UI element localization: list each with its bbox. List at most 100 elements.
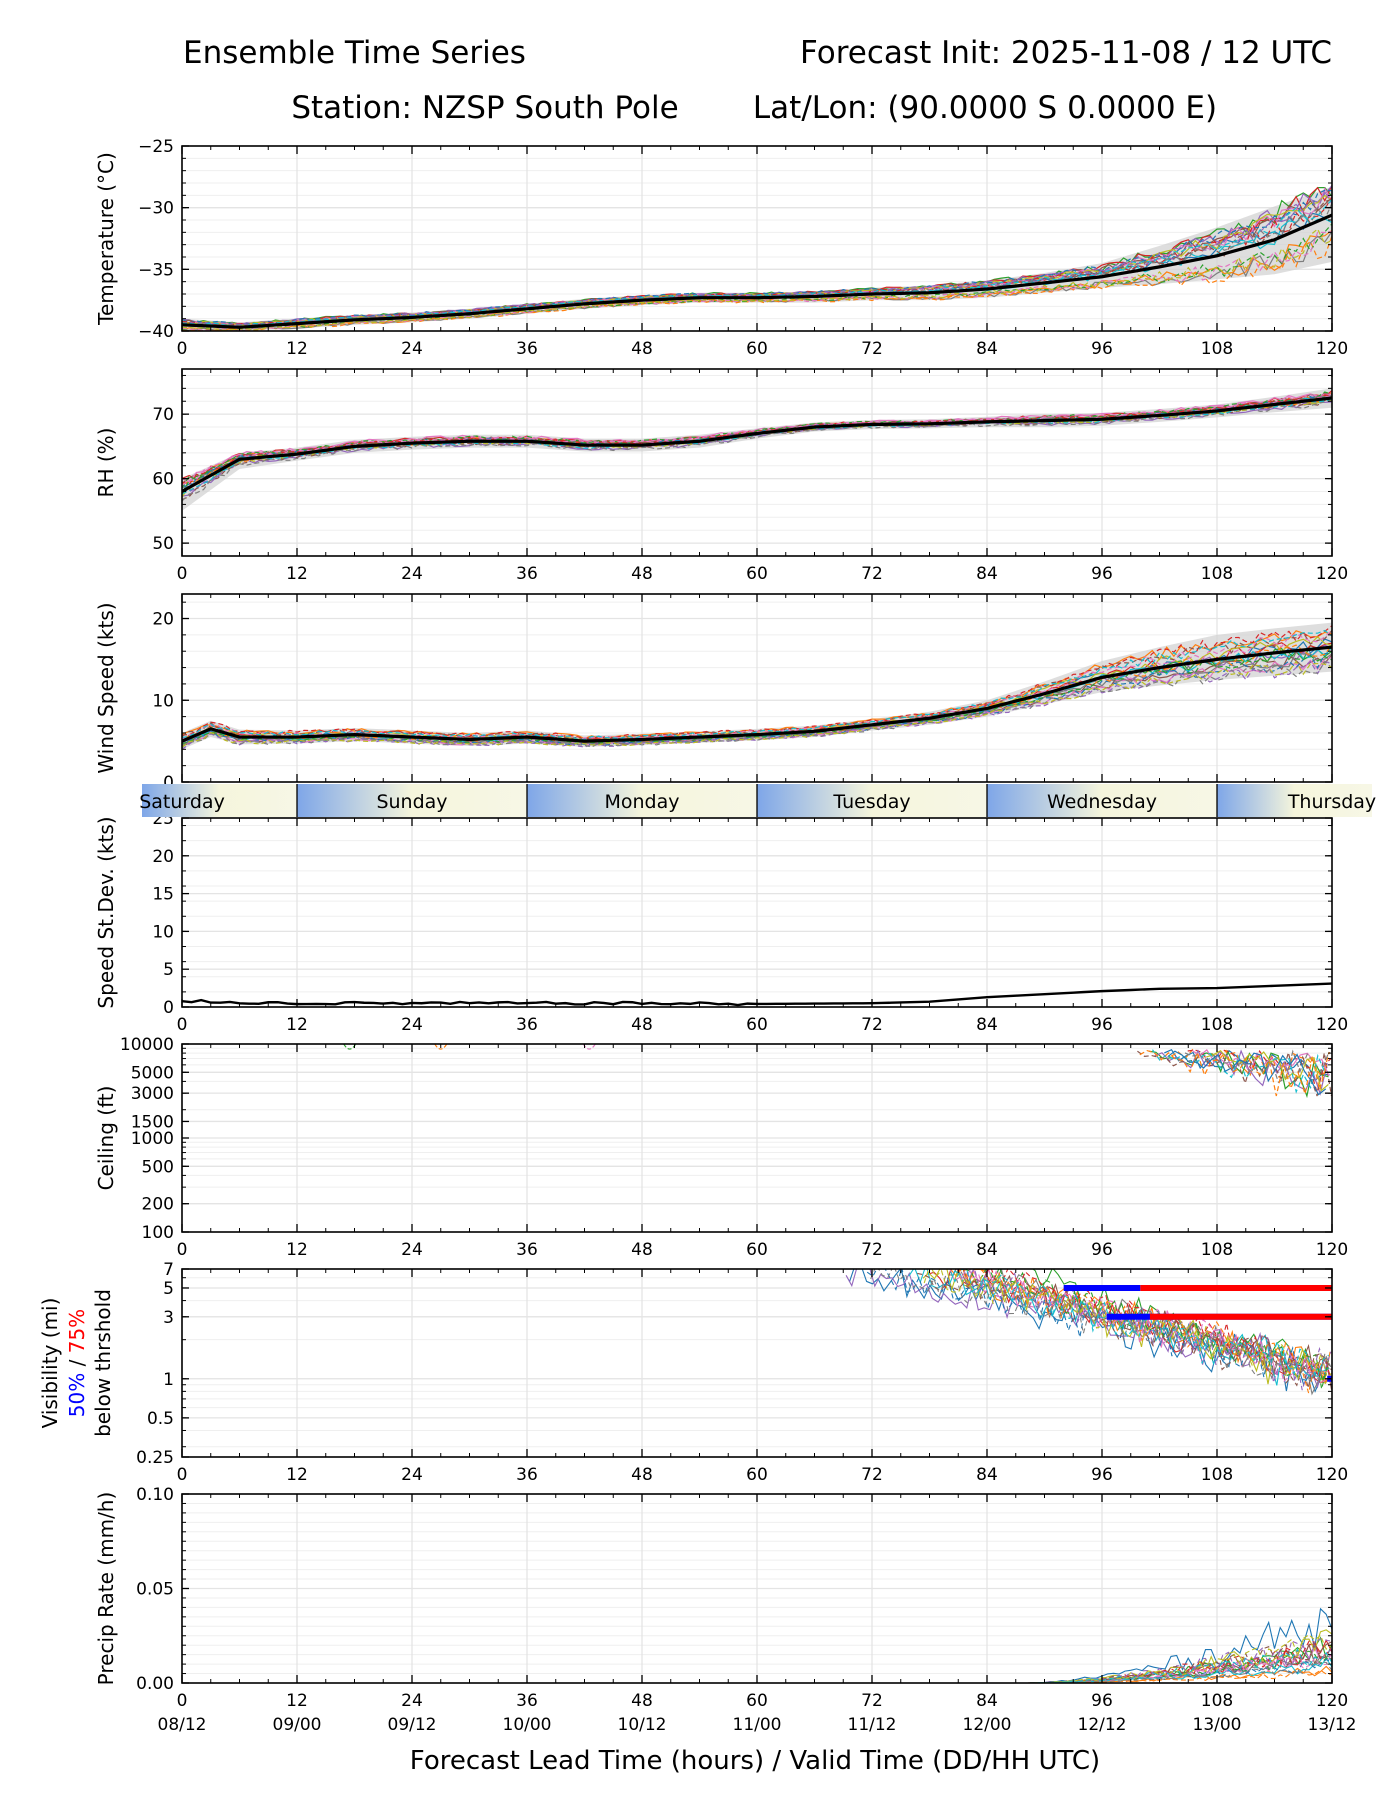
- x-tick-label: 60: [746, 1465, 768, 1485]
- x-tick-label: 48: [631, 1691, 653, 1711]
- y-axis-label: Speed St.Dev. (kts): [94, 816, 118, 1008]
- x-tick-label: 36: [516, 564, 538, 584]
- x-tick-label: 60: [746, 1240, 768, 1260]
- valid-time-label: 11/00: [733, 1715, 782, 1735]
- y-tick-label: 10: [152, 922, 174, 942]
- grid: [181, 1493, 1333, 1684]
- x-tick-label: 36: [516, 1240, 538, 1260]
- ensemble-member-line: [182, 660, 1332, 748]
- x-tick-label: 96: [1091, 1015, 1113, 1035]
- ensemble-spread-band: [182, 186, 1332, 331]
- x-tick-label: 36: [516, 1691, 538, 1711]
- x-tick-label: 48: [631, 564, 653, 584]
- y-tick-label: 5: [163, 1279, 174, 1299]
- day-label-sunday: Sunday: [376, 791, 447, 813]
- x-tick-label: 72: [861, 1465, 883, 1485]
- x-tick-label: 24: [401, 1015, 423, 1035]
- y-axis-label: Temperature (°C): [94, 152, 118, 326]
- x-tick-label: 0: [177, 339, 188, 359]
- day-label-monday: Monday: [604, 791, 679, 813]
- x-tick-label: 0: [177, 1691, 188, 1711]
- x-tick-label: 120: [1316, 1465, 1348, 1485]
- ensemble-member-line: [182, 1657, 1332, 1683]
- threshold-legend: 50% / 75%: [65, 1309, 89, 1417]
- grid: [181, 1268, 1333, 1458]
- x-tick-label: 12: [286, 1240, 308, 1260]
- ensemble-member-line: [870, 1269, 1332, 1381]
- ensemble-member-line: [964, 1269, 1328, 1390]
- x-tick-label: 48: [631, 1240, 653, 1260]
- x-tick-label: 96: [1091, 1691, 1113, 1711]
- valid-time-label: 12/12: [1078, 1715, 1127, 1735]
- latlon-title: Lat/Lon: (90.0000 S 0.0000 E): [753, 90, 1217, 126]
- y-tick-label: 20: [152, 847, 174, 867]
- x-axis-label: Forecast Lead Time (hours) / Valid Time …: [410, 1746, 1100, 1776]
- ensemble-member-line: [182, 399, 1332, 502]
- ensemble-member-line: [182, 394, 1332, 486]
- ensemble-mean-line: [182, 213, 1332, 329]
- x-tick-label: 72: [861, 564, 883, 584]
- x-tick-label: 84: [976, 564, 998, 584]
- x-tick-label: 36: [516, 1465, 538, 1485]
- ensemble-member-line: [954, 1269, 1332, 1391]
- y-tick-label: 3: [163, 1308, 174, 1328]
- panel-visibility: 0.25 0.5 1 3 57 0 12 24 36 48 60 72 84 96 108 120 Visibi…: [38, 1260, 1348, 1485]
- y-tick-label: 50: [152, 534, 174, 554]
- valid-time-label: 13/00: [1193, 1715, 1242, 1735]
- title-right: Forecast Init: 2025-11-08 / 12 UTC: [800, 35, 1332, 71]
- ensemble-member-line: [434, 1044, 448, 1050]
- x-tick-label: 12: [286, 564, 308, 584]
- ensemble-member-line: [1152, 1049, 1326, 1094]
- y-tick-label: 1: [163, 1370, 174, 1390]
- x-tick-label: 24: [401, 564, 423, 584]
- ensemble-member-line: [182, 660, 1332, 748]
- grid: [181, 1043, 1333, 1233]
- y-tick-label: 20: [152, 610, 174, 630]
- y-axis-label: Wind Speed (kts): [94, 602, 118, 773]
- valid-time-label: 10/00: [503, 1715, 552, 1735]
- x-tick-label: 24: [401, 339, 423, 359]
- x-tick-label: 96: [1091, 339, 1113, 359]
- day-label-tuesday: Tuesday: [832, 791, 910, 813]
- ensemble-member-line: [182, 228, 1332, 331]
- panel-wind-speed: 0 10 20 Wind Speed (kts): [94, 593, 1333, 793]
- valid-time-label: 12/00: [963, 1715, 1012, 1735]
- x-tick-label: 12: [286, 1691, 308, 1711]
- y-tick-label: 0.25: [136, 1448, 174, 1468]
- x-tick-label: 48: [631, 1015, 653, 1035]
- ensemble-member-line: [1187, 1049, 1332, 1095]
- x-tick-label: 12: [286, 339, 308, 359]
- panel-temperature: −40 −35 −30 −25 0 12 24 36 48 60 72 84 96 108 120 Tempe…: [94, 137, 1348, 359]
- x-tick-label: 36: [516, 1015, 538, 1035]
- ensemble-mean-line: [182, 396, 1332, 493]
- x-tick-label: 60: [746, 1015, 768, 1035]
- x-tick-label: 84: [976, 339, 998, 359]
- day-label-saturday: Saturday: [139, 791, 225, 813]
- x-tick-label: 108: [1201, 339, 1233, 359]
- x-tick-label: 24: [401, 1691, 423, 1711]
- valid-time-label: 09/12: [388, 1715, 437, 1735]
- plot-area: [182, 622, 1332, 750]
- x-tick-label: 120: [1316, 1240, 1348, 1260]
- ensemble-mean-line: [182, 645, 1332, 743]
- ensemble-member-line: [182, 202, 1332, 328]
- x-tick-label: 60: [746, 1691, 768, 1711]
- x-tick-label: 84: [976, 1015, 998, 1035]
- y-tick-label: 60: [152, 470, 174, 490]
- x-tick-label: 108: [1201, 1691, 1233, 1711]
- ensemble-member-line: [182, 1665, 1332, 1683]
- y-tick-label: 3000: [131, 1084, 174, 1104]
- y-tick-label: 0.10: [136, 1485, 174, 1505]
- x-tick-label: 72: [861, 1240, 883, 1260]
- ensemble-member-line: [1184, 1049, 1330, 1084]
- panels: −40−35−30−250 12 24 36 48 60 72 84 96 108 120Tempe…: [38, 137, 1357, 1735]
- x-tick-label: 84: [976, 1691, 998, 1711]
- valid-time-label: 13/12: [1308, 1715, 1357, 1735]
- x-tick-label: 24: [401, 1240, 423, 1260]
- y-tick-label: 0: [163, 773, 174, 793]
- x-tick-label: 12: [286, 1465, 308, 1485]
- y-tick-label: −30: [138, 199, 174, 219]
- x-tick-label: 0: [177, 564, 188, 584]
